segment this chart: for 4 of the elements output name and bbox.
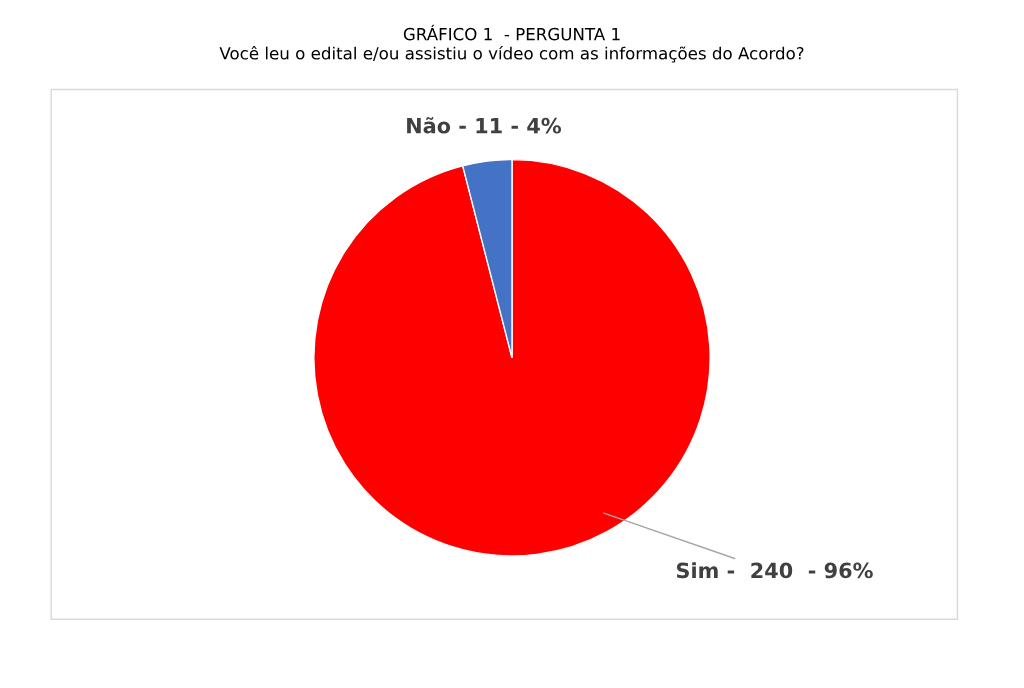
slice-label: Não - 11 - 4% bbox=[407, 117, 562, 134]
chart-title: GRÁFICO 1 - PERGUNTA 1 Você leu o edital e/ou assistiu o vídeo com as informações do Acordo? bbox=[219, 24, 804, 63]
pie-slice bbox=[313, 158, 711, 557]
slice-label: Sim - 240 - 96% bbox=[676, 562, 873, 579]
